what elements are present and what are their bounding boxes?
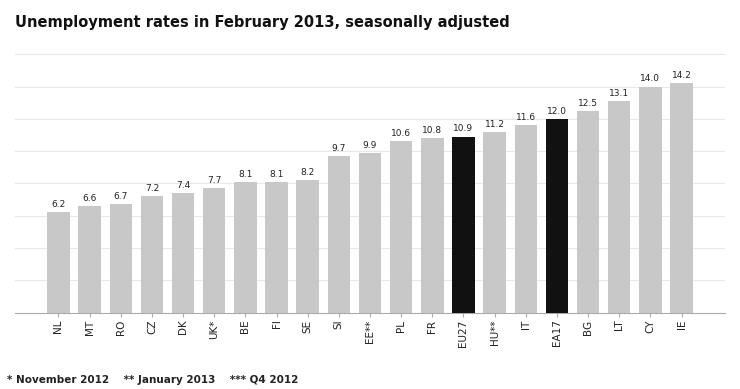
Text: 10.6: 10.6 bbox=[391, 129, 411, 138]
Text: 10.9: 10.9 bbox=[454, 124, 474, 133]
Bar bbox=[452, 137, 474, 313]
Bar bbox=[359, 153, 381, 313]
Text: 6.7: 6.7 bbox=[114, 192, 128, 201]
Text: 14.0: 14.0 bbox=[640, 74, 660, 83]
Text: 7.4: 7.4 bbox=[176, 181, 190, 190]
Text: Unemployment rates in February 2013, seasonally adjusted: Unemployment rates in February 2013, sea… bbox=[15, 15, 510, 30]
Text: 8.1: 8.1 bbox=[238, 170, 252, 179]
Bar bbox=[47, 212, 70, 313]
Text: 11.2: 11.2 bbox=[485, 119, 505, 128]
Text: 6.2: 6.2 bbox=[51, 200, 66, 209]
Bar bbox=[78, 206, 101, 313]
Bar bbox=[203, 188, 226, 313]
Bar bbox=[390, 142, 412, 313]
Bar bbox=[483, 132, 506, 313]
Text: 8.1: 8.1 bbox=[269, 170, 283, 179]
Text: 11.6: 11.6 bbox=[516, 113, 536, 122]
Bar bbox=[297, 180, 319, 313]
Bar bbox=[266, 182, 288, 313]
Bar bbox=[514, 125, 537, 313]
Bar bbox=[110, 204, 132, 313]
Text: 12.5: 12.5 bbox=[578, 98, 598, 107]
Bar bbox=[234, 182, 257, 313]
Bar bbox=[670, 83, 693, 313]
Text: * November 2012    ** January 2013    *** Q4 2012: * November 2012 ** January 2013 *** Q4 2… bbox=[7, 375, 299, 385]
Bar bbox=[421, 138, 443, 313]
Text: 7.2: 7.2 bbox=[145, 184, 159, 193]
Text: 7.7: 7.7 bbox=[207, 176, 221, 185]
Bar bbox=[141, 196, 163, 313]
Text: 14.2: 14.2 bbox=[672, 71, 691, 80]
Text: 12.0: 12.0 bbox=[547, 107, 567, 116]
Bar bbox=[328, 156, 350, 313]
Text: 9.9: 9.9 bbox=[363, 140, 377, 149]
Text: 6.6: 6.6 bbox=[82, 194, 97, 203]
Bar bbox=[608, 101, 630, 313]
Text: 9.7: 9.7 bbox=[332, 144, 346, 153]
Text: 8.2: 8.2 bbox=[300, 168, 314, 177]
Bar bbox=[577, 111, 599, 313]
Text: 13.1: 13.1 bbox=[609, 89, 629, 98]
Text: 10.8: 10.8 bbox=[423, 126, 443, 135]
Bar bbox=[172, 193, 195, 313]
Bar bbox=[545, 119, 568, 313]
Bar bbox=[639, 86, 662, 313]
